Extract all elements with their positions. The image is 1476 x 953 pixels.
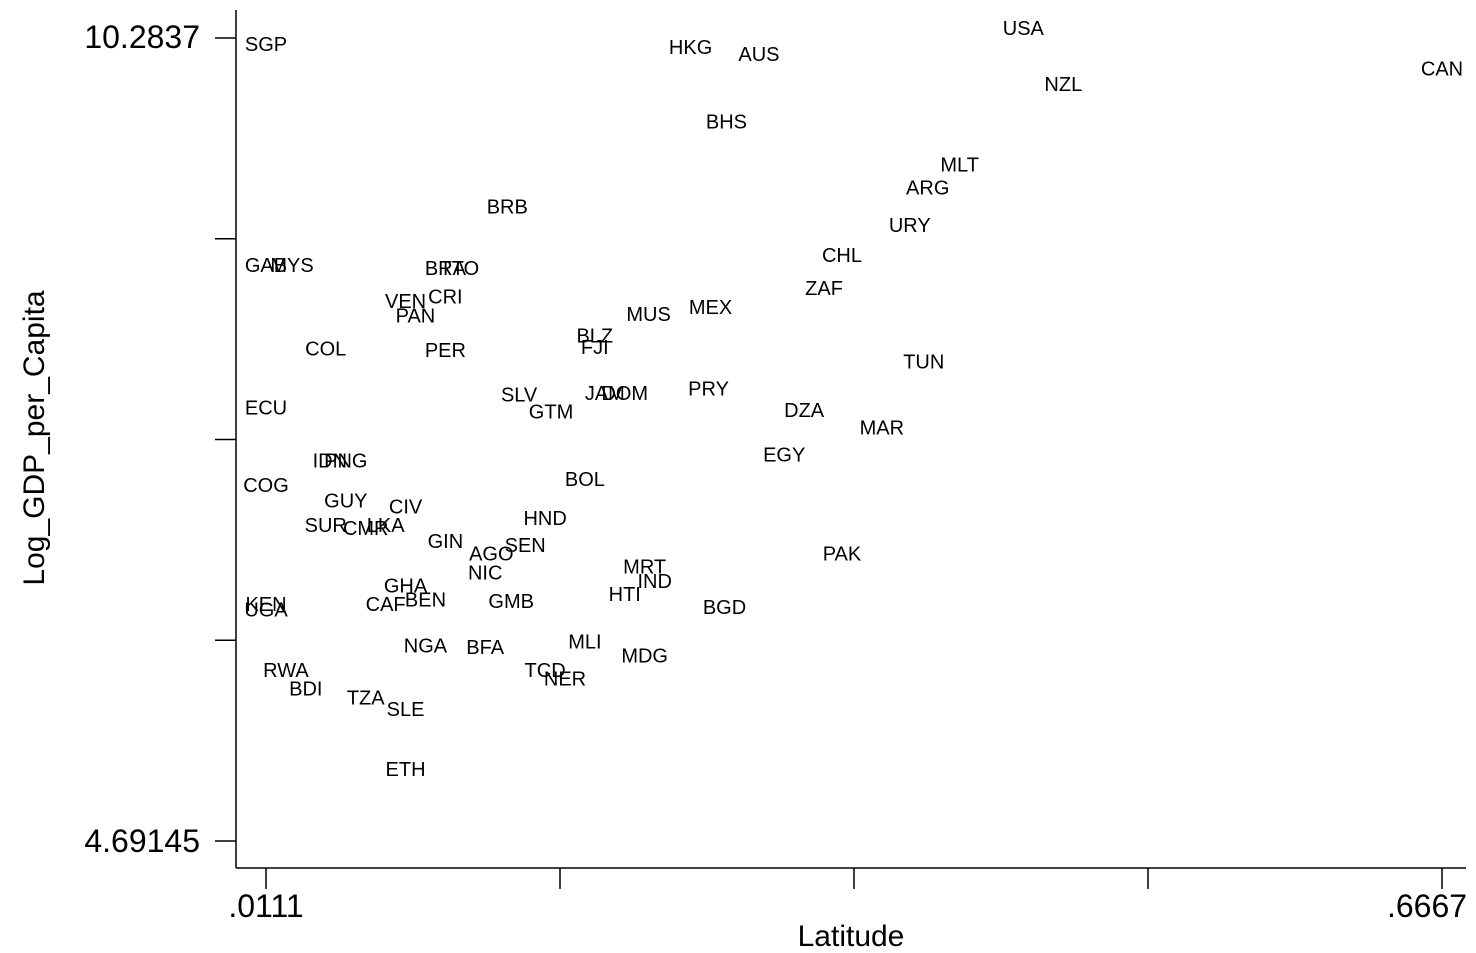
- data-point-guy: GUY: [324, 491, 367, 513]
- data-point-rwa: RWA: [263, 660, 309, 682]
- x-tick-label-max: .6667: [1387, 888, 1467, 924]
- data-point-ind: IND: [637, 571, 671, 593]
- data-point-blz: BLZ: [576, 325, 613, 347]
- data-point-usa: USA: [1003, 18, 1045, 40]
- data-point-caf: CAF: [366, 594, 406, 616]
- data-point-ago: AGO: [469, 544, 513, 566]
- data-point-ven: VEN: [385, 291, 426, 313]
- data-point-tza: TZA: [347, 687, 385, 709]
- data-point-nic: NIC: [468, 562, 502, 584]
- data-point-ury: URY: [889, 215, 931, 237]
- data-point-slv: SLV: [501, 384, 538, 406]
- data-point-mex: MEX: [689, 297, 732, 319]
- data-point-mrt: MRT: [623, 557, 666, 579]
- y-axis-title: Log_GDP_per_Capita: [18, 290, 51, 586]
- data-point-pan: PAN: [396, 305, 436, 327]
- data-point-ner: NER: [544, 669, 586, 691]
- data-point-mli: MLI: [568, 631, 601, 653]
- data-point-sgp: SGP: [245, 34, 287, 56]
- data-point-civ: CIV: [389, 496, 423, 518]
- data-point-gab: GAB: [245, 255, 287, 277]
- data-point-hti: HTI: [609, 584, 641, 606]
- data-point-can: CAN: [1421, 58, 1463, 80]
- data-point-gmb: GMB: [488, 591, 534, 613]
- data-point-lka: LKA: [367, 515, 405, 537]
- data-point-pak: PAK: [823, 544, 862, 566]
- data-point-dom: DOM: [601, 383, 648, 405]
- axes-group: [215, 10, 1466, 889]
- data-point-tto: TTO: [440, 258, 480, 280]
- data-point-mdg: MDG: [621, 646, 668, 668]
- y-tick-label-min: 4.69145: [84, 823, 200, 859]
- data-point-brb: BRB: [487, 196, 528, 218]
- data-point-sur: SUR: [305, 515, 347, 537]
- data-point-hnd: HND: [523, 508, 566, 530]
- data-point-sle: SLE: [387, 699, 425, 721]
- data-point-zaf: ZAF: [805, 278, 843, 300]
- x-ticks-group: [265, 868, 1443, 889]
- data-point-cmr: CMR: [343, 518, 389, 540]
- data-point-mlt: MLT: [940, 155, 979, 177]
- data-point-ken: KEN: [245, 594, 286, 616]
- data-point-col: COL: [305, 338, 346, 360]
- data-point-cri: CRI: [428, 287, 462, 309]
- data-point-bhs: BHS: [706, 112, 747, 134]
- data-point-chl: CHL: [822, 245, 862, 267]
- data-point-jam: JAM: [585, 383, 625, 405]
- data-point-bra: BRA: [425, 258, 467, 280]
- data-point-bdi: BDI: [289, 679, 322, 701]
- data-point-tun: TUN: [903, 351, 944, 373]
- data-point-png: PNG: [324, 450, 367, 472]
- data-point-dza: DZA: [784, 400, 825, 422]
- data-point-bol: BOL: [565, 469, 605, 491]
- data-point-eth: ETH: [386, 759, 426, 781]
- data-point-pry: PRY: [688, 379, 729, 401]
- y-tick-label-max: 10.2837: [84, 19, 200, 55]
- data-point-gha: GHA: [384, 575, 428, 597]
- data-point-ben: BEN: [405, 590, 446, 612]
- data-point-mus: MUS: [626, 304, 670, 326]
- data-point-cog: COG: [243, 475, 289, 497]
- data-point-aus: AUS: [738, 44, 779, 66]
- data-point-arg: ARG: [906, 178, 949, 200]
- data-point-per: PER: [425, 340, 466, 362]
- x-axis-title: Latitude: [798, 920, 905, 953]
- data-point-bfa: BFA: [466, 637, 504, 659]
- data-point-egy: EGY: [763, 445, 805, 467]
- y-ticks-group: [215, 37, 236, 842]
- data-point-tcd: TCD: [525, 660, 566, 682]
- data-point-mar: MAR: [860, 417, 904, 439]
- data-point-nga: NGA: [404, 636, 448, 658]
- x-tick-label-min: .0111: [228, 888, 303, 924]
- data-point-mys: MYS: [270, 255, 313, 277]
- data-point-uga: UGA: [244, 600, 288, 622]
- data-point-idn: IDN: [313, 450, 347, 472]
- data-point-hkg: HKG: [669, 37, 712, 59]
- data-point-fji: FJI: [581, 337, 609, 359]
- data-point-ecu: ECU: [245, 397, 287, 419]
- data-point-nzl: NZL: [1044, 74, 1082, 96]
- data-point-gtm: GTM: [529, 402, 573, 424]
- data-point-bgd: BGD: [703, 597, 746, 619]
- data-point-gin: GIN: [428, 531, 464, 553]
- data-point-sen: SEN: [505, 535, 546, 557]
